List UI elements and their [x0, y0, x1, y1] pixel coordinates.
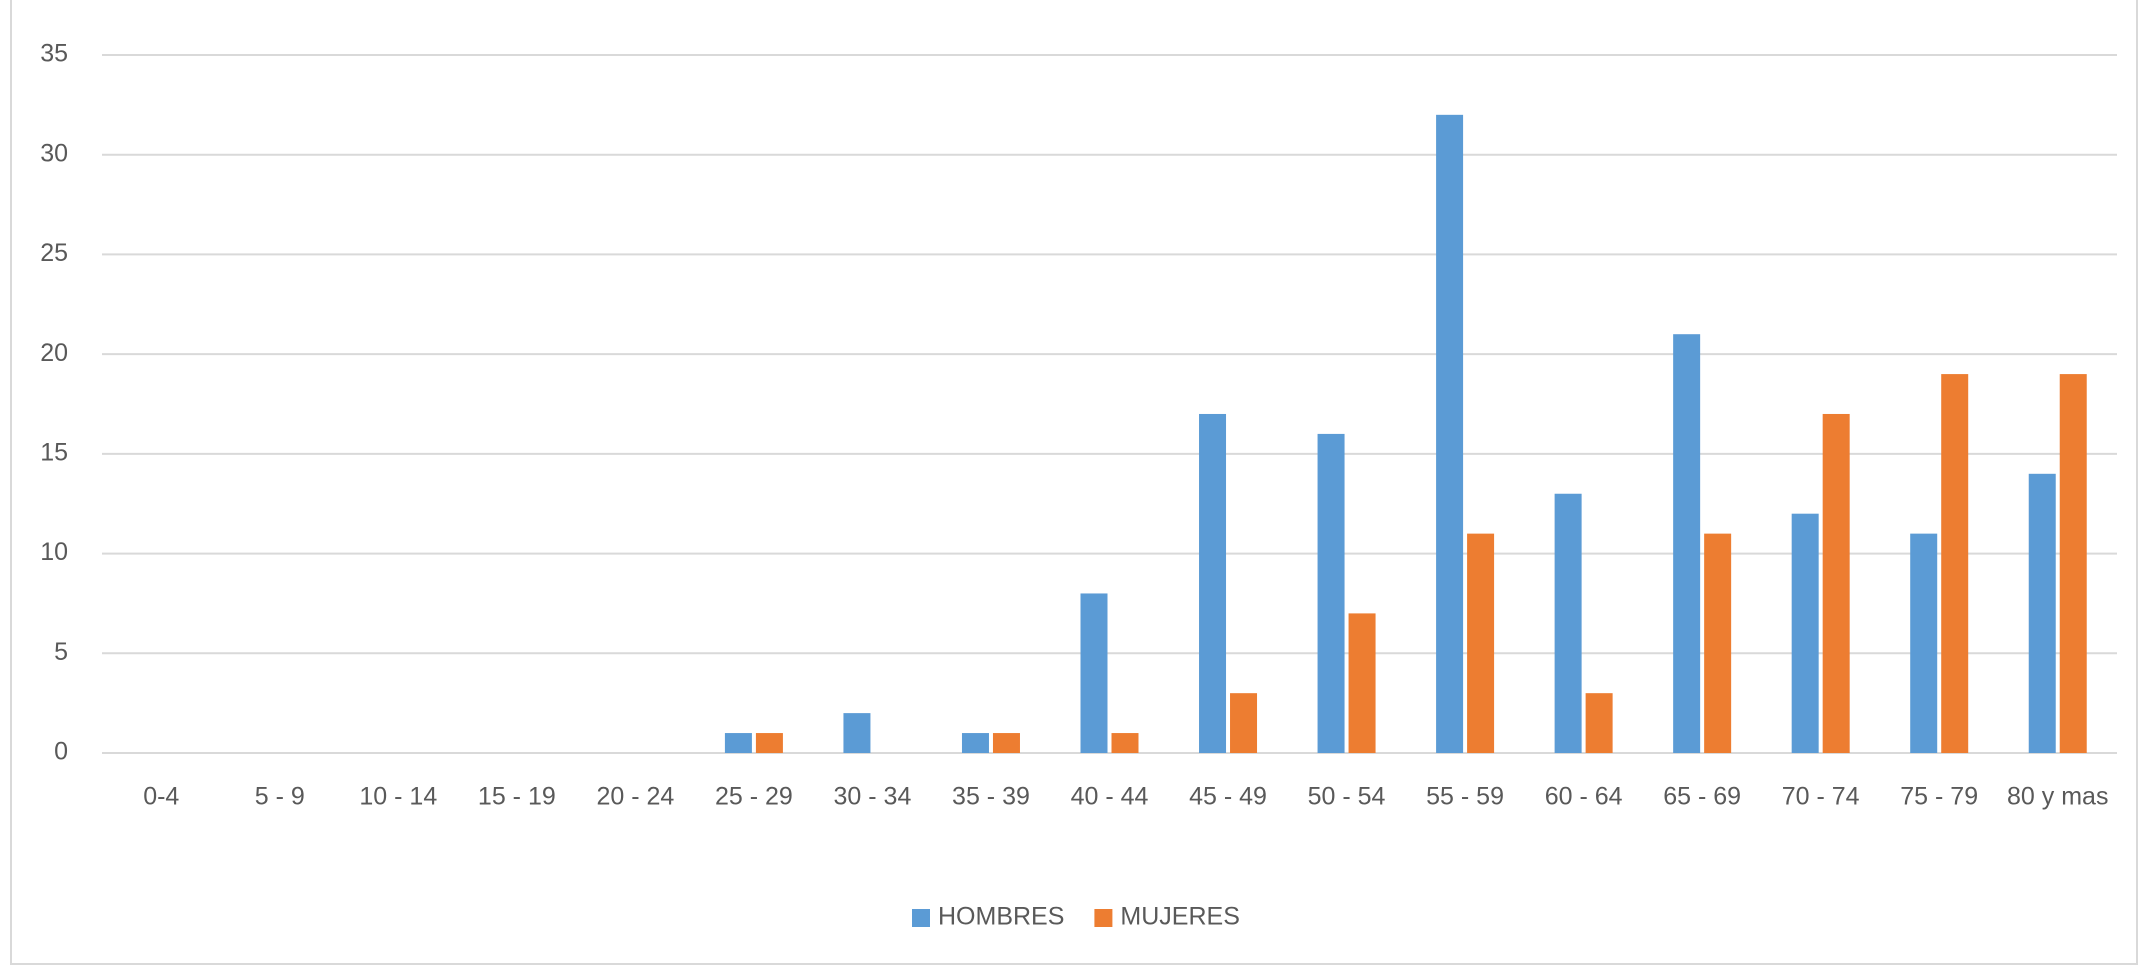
- x-tick-label: 0-4: [143, 783, 179, 811]
- bar: [1585, 693, 1613, 753]
- y-tick-label: 5: [54, 638, 68, 666]
- bar: [1467, 533, 1495, 753]
- y-tick-label: 10: [40, 538, 68, 566]
- x-tick-label: 80 y mas: [2007, 783, 2108, 811]
- x-tick-label: 30 - 34: [834, 783, 912, 811]
- x-tick-label: 75 - 79: [1900, 783, 1978, 811]
- x-tick-label: 70 - 74: [1782, 783, 1860, 811]
- x-tick-label: 45 - 49: [1189, 783, 1267, 811]
- bar: [1436, 114, 1464, 754]
- bar: [1199, 413, 1227, 753]
- x-tick-label: 50 - 54: [1308, 783, 1386, 811]
- bar: [1704, 533, 1732, 753]
- y-tick-label: 35: [40, 40, 68, 68]
- bar: [1230, 693, 1258, 753]
- bar: [1673, 334, 1701, 753]
- bar: [1910, 533, 1938, 753]
- y-tick-label: 15: [40, 438, 68, 466]
- bar: [755, 733, 783, 753]
- legend-swatch: [912, 909, 930, 927]
- y-tick-label: 30: [40, 139, 68, 167]
- legend-label: MUJERES: [1120, 903, 1239, 931]
- bar: [2059, 374, 2087, 753]
- x-tick-label: 20 - 24: [596, 783, 674, 811]
- y-tick-label: 20: [40, 339, 68, 367]
- bar: [1317, 433, 1345, 753]
- legend-label: HOMBRES: [938, 903, 1064, 931]
- x-tick-label: 35 - 39: [952, 783, 1030, 811]
- bar: [1080, 593, 1108, 753]
- chart-frame: [10, 0, 2138, 965]
- x-tick-label: 60 - 64: [1545, 783, 1623, 811]
- bar: [1941, 374, 1969, 753]
- bar: [2028, 473, 2056, 753]
- bar: [1554, 493, 1582, 753]
- x-tick-label: 15 - 19: [478, 783, 556, 811]
- x-tick-label: 40 - 44: [1071, 783, 1149, 811]
- x-tick-label: 5 - 9: [255, 783, 305, 811]
- x-tick-label: 55 - 59: [1426, 783, 1504, 811]
- x-tick-label: 25 - 29: [715, 783, 793, 811]
- bar: [992, 733, 1020, 753]
- y-tick-label: 0: [54, 738, 68, 766]
- bar: [724, 733, 752, 753]
- bar: [1111, 733, 1139, 753]
- bar: [961, 733, 989, 753]
- bar: [843, 713, 871, 753]
- y-tick-label: 25: [40, 239, 68, 267]
- bar: [1348, 613, 1376, 753]
- x-tick-label: 65 - 69: [1663, 783, 1741, 811]
- legend-swatch: [1094, 909, 1113, 927]
- bar: [1791, 513, 1819, 753]
- bar: [1822, 413, 1850, 753]
- x-tick-label: 10 - 14: [359, 783, 437, 811]
